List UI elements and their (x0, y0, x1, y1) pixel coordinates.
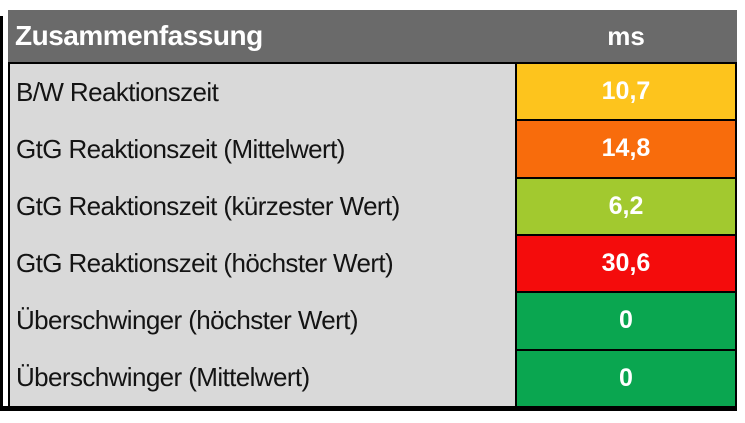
row-value-bw-reaktionszeit: 10,7 (517, 64, 735, 120)
row-label-gtg-mittelwert: GtG Reaktionszeit (Mittelwert) (16, 134, 345, 164)
row-label-gtg-kuerzester-wert: GtG Reaktionszeit (kürzester Wert) (16, 191, 400, 221)
row-value-gtg-hoechster-wert: 30,6 (517, 235, 735, 292)
value-column: 10,7 14,8 6,2 30,6 0 0 (515, 64, 737, 406)
summary-table: Zusammenfassung ms B/W Reaktionszeit GtG… (8, 10, 737, 411)
table-header-row: Zusammenfassung ms (8, 10, 737, 62)
row-label-ueberschwinger-hoechster-wert: Überschwinger (höchster Wert) (16, 305, 359, 335)
row-value-gtg-kuerzester-wert: 6,2 (517, 178, 735, 234)
row-value-ueberschwinger-hoechster-wert: 0 (517, 293, 735, 349)
table-body: B/W Reaktionszeit GtG Reaktionszeit (Mit… (8, 62, 737, 411)
row-label-ueberschwinger-mittelwert: Überschwinger (Mittelwert) (16, 362, 310, 392)
unit-column-header: ms (607, 20, 645, 51)
row-value-gtg-mittelwert: 14,8 (517, 121, 735, 177)
table-title: Zusammenfassung (15, 20, 263, 51)
row-label-bw-reaktionszeit: B/W Reaktionszeit (16, 77, 219, 107)
row-label-gtg-hoechster-wert: GtG Reaktionszeit (höchster Wert) (16, 248, 394, 278)
label-column: B/W Reaktionszeit GtG Reaktionszeit (Mit… (10, 64, 515, 406)
row-value-ueberschwinger-mittelwert: 0 (517, 350, 735, 406)
